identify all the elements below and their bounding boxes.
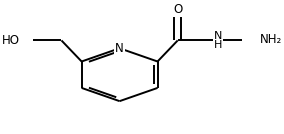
- Text: O: O: [173, 3, 182, 16]
- Text: N: N: [115, 42, 124, 55]
- Text: N
H: N H: [214, 31, 222, 50]
- Text: HO: HO: [2, 34, 20, 47]
- Text: NH₂: NH₂: [259, 33, 282, 46]
